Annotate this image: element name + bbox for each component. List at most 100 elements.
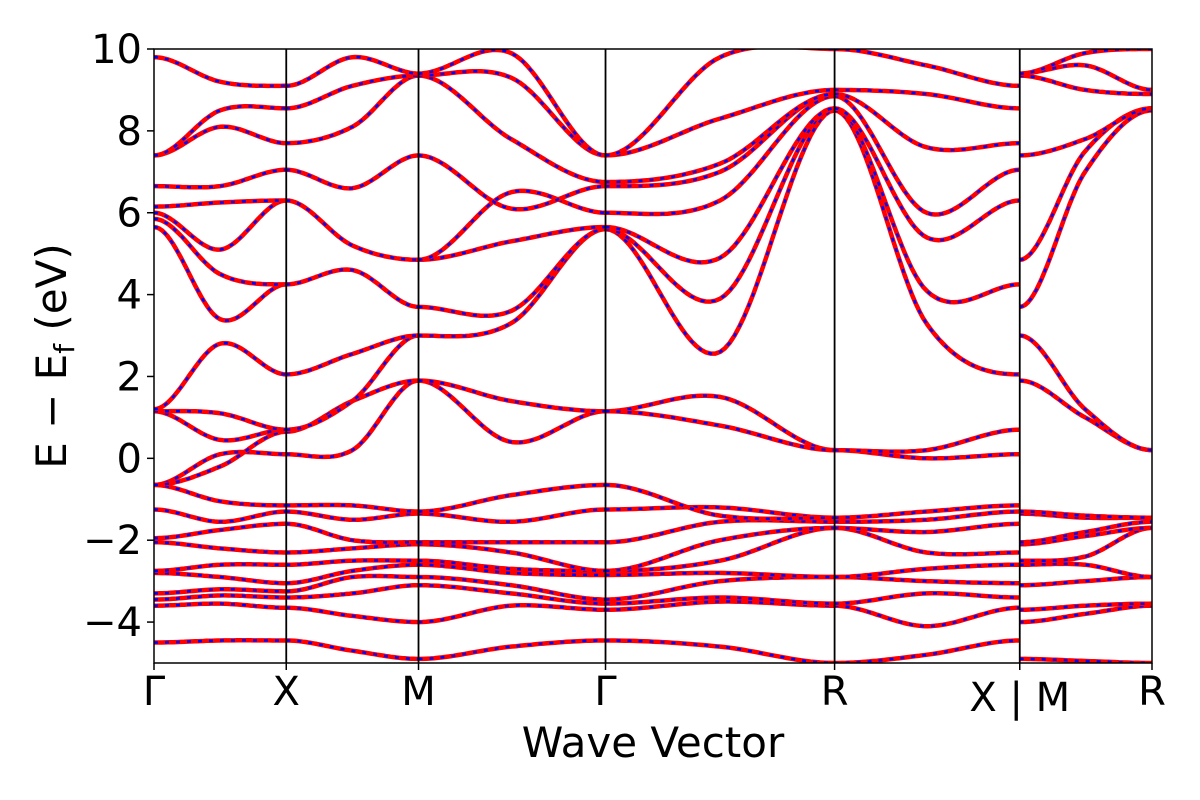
band-segment-R-X (834, 49, 1020, 663)
y-tick-label: −4 (83, 600, 142, 646)
x-tick-label: Γ (594, 669, 617, 715)
band-line-dashed (605, 107, 835, 264)
band-line-dashed (1019, 526, 1152, 546)
band-line-dashed (286, 55, 419, 88)
band-line-dashed (418, 559, 606, 573)
band-line-dashed (1019, 520, 1152, 544)
band-line-dashed (154, 199, 287, 208)
band-line-dashed (154, 563, 287, 573)
x-tick-label: Γ (143, 669, 166, 715)
band-line-dashed (418, 74, 606, 184)
band-line-dashed (286, 334, 419, 431)
band-line-dashed (154, 430, 287, 487)
band-line-dashed (286, 154, 419, 190)
y-tick-label: 10 (91, 27, 142, 73)
band-line-dashed (834, 94, 1020, 216)
band-line-dashed (1019, 109, 1152, 309)
band-line-dashed (418, 508, 606, 524)
band-line-dashed (154, 588, 287, 595)
x-axis-title: Wave Vector (522, 718, 785, 767)
band-line-dashed (1019, 562, 1152, 579)
band-line-dashed (834, 575, 1020, 585)
band-line-dashed (154, 410, 287, 442)
band-line (834, 49, 1020, 89)
y-tick-label: 2 (117, 354, 142, 400)
y-axis-ticks: −4 −2 0 2 4 6 8 10 (83, 27, 154, 646)
band-line-dashed (286, 559, 419, 567)
band-line-dashed (154, 508, 287, 524)
band-line-dashed (1019, 107, 1152, 157)
band-line (605, 638, 835, 663)
band-line-dashed (834, 428, 1020, 453)
band-line-dashed (1019, 334, 1152, 452)
band-line-dashed (154, 639, 287, 644)
band-line (605, 504, 835, 520)
band-line-dashed (286, 574, 419, 593)
band-line (834, 106, 1020, 305)
x-tick-label: M (401, 669, 436, 715)
band-line (605, 393, 835, 453)
band-line-dashed (605, 88, 835, 157)
band-line (418, 542, 606, 574)
band-segment-M-Γ (418, 49, 606, 662)
band-line (418, 224, 606, 263)
band-line-dashed (286, 268, 419, 309)
band-line-dashed (605, 107, 835, 303)
band-line-dashed (286, 199, 419, 262)
band-line-dashed (286, 563, 419, 585)
band-line (605, 525, 835, 574)
y-tick-label: 4 (117, 273, 142, 319)
band-line-dashed (834, 88, 1020, 110)
band-line-dashed (154, 199, 287, 251)
band-line-dashed (834, 563, 1020, 579)
y-axis-title-subscript: f (48, 343, 81, 354)
band-line-dashed (418, 575, 606, 601)
band-line-dashed (154, 483, 287, 507)
band-line-dashed (286, 379, 419, 459)
band-line-dashed (286, 583, 419, 599)
band-line-dashed (154, 602, 287, 609)
band-line-dashed (418, 154, 606, 211)
band-line (418, 482, 606, 514)
y-axis-title-unit: (eV) (27, 243, 76, 344)
band-line-dashed (154, 341, 287, 411)
band-line-dashed (154, 409, 287, 431)
y-tick-label: 8 (117, 109, 142, 155)
band-line-dashed (1019, 379, 1152, 452)
band-line-dashed (418, 379, 606, 444)
band-line-dashed (286, 74, 419, 145)
band-line-dashed (154, 55, 287, 88)
band-line (605, 409, 835, 453)
band-line (605, 525, 835, 574)
y-axis-title: E − Ef (eV) (27, 243, 81, 469)
band-segment-Γ-R (605, 49, 836, 663)
band-line-dashed (154, 225, 287, 322)
band-line-dashed (286, 503, 419, 513)
band-line-dashed (834, 504, 1020, 519)
band-line (418, 68, 606, 158)
band-line-dashed (1019, 510, 1152, 519)
band-segment-Γ-X (154, 54, 287, 645)
band-line-dashed (286, 74, 419, 110)
band-line-dashed (834, 92, 1020, 152)
band-line-dashed (154, 168, 287, 189)
band-line-dashed (418, 189, 606, 262)
y-tick-label: −2 (83, 518, 142, 564)
band-line-dashed (418, 639, 606, 661)
band-line-dashed (154, 540, 287, 554)
band-line (605, 595, 835, 606)
band-line-dashed (605, 49, 835, 157)
band-line-dashed (154, 594, 287, 601)
band-line-dashed (154, 571, 287, 585)
band-line (834, 603, 1020, 629)
band-line-dashed (1019, 604, 1152, 624)
band-line-dashed (154, 522, 287, 540)
band-segment-X-M (286, 54, 419, 662)
band-line-dashed (834, 592, 1020, 605)
band-line-dashed (286, 606, 419, 624)
band-line (605, 518, 835, 545)
plot-frame (153, 48, 1153, 664)
band-line (834, 525, 1020, 557)
x-axis-ticks: Γ X M Γ R X | M R (143, 663, 1166, 721)
band-line-dashed (605, 92, 835, 184)
